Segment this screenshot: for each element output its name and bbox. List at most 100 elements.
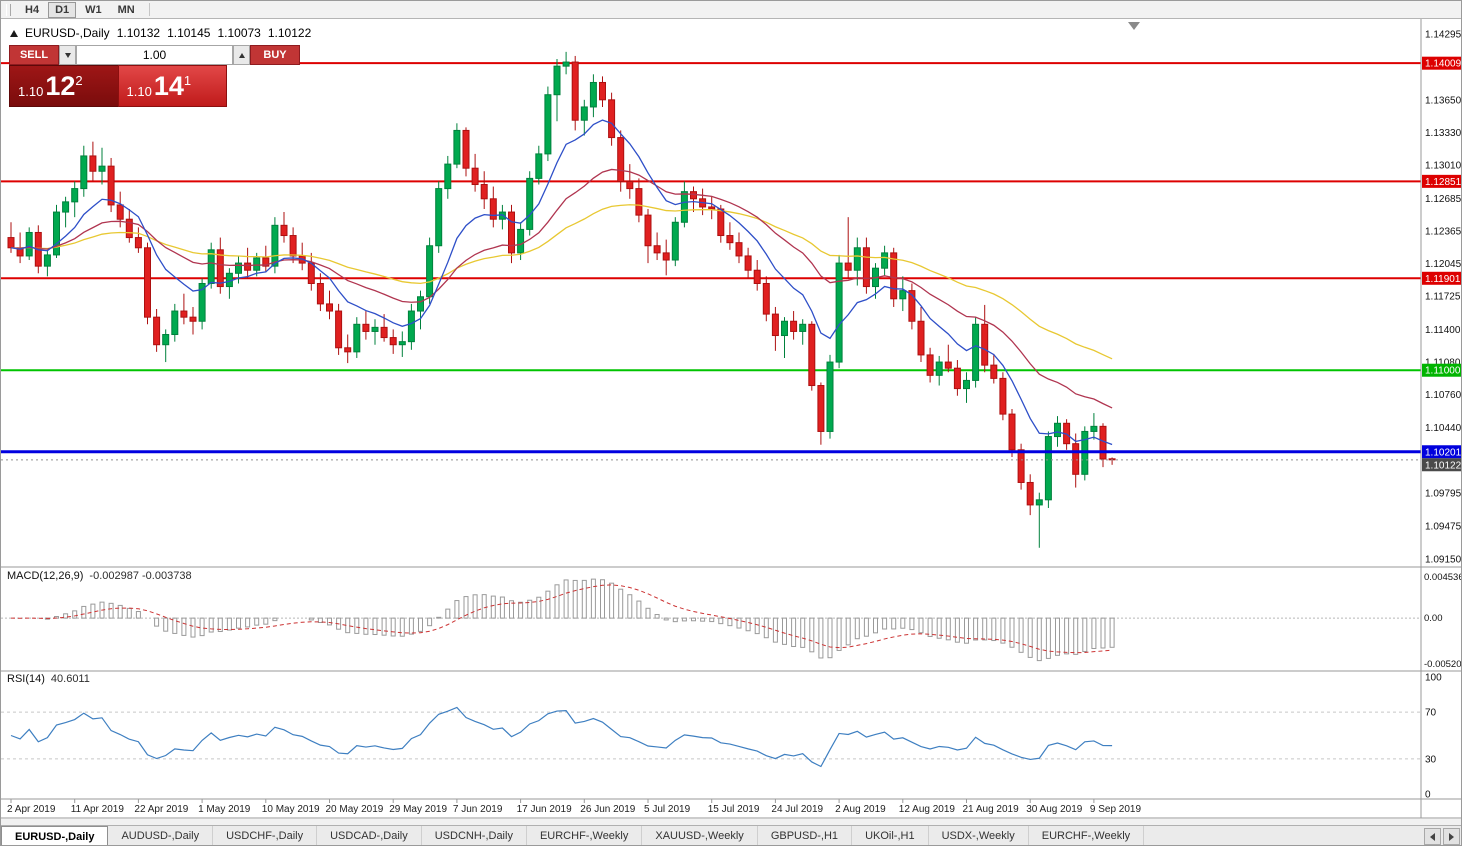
- volume-increase-button[interactable]: [233, 45, 250, 65]
- svg-text:15 Jul 2019: 15 Jul 2019: [708, 804, 760, 815]
- chart-tab-ukoil-h1[interactable]: UKOil-,H1: [852, 826, 929, 845]
- svg-text:1.12365: 1.12365: [1425, 226, 1462, 237]
- arrow-up-icon: [238, 52, 245, 58]
- ohlc-low: 1.10073: [217, 26, 261, 40]
- arrow-down-icon: [64, 52, 71, 58]
- buy-button[interactable]: BUY: [250, 45, 300, 65]
- svg-text:100: 100: [1425, 673, 1442, 684]
- ask-fraction: 1: [183, 72, 192, 88]
- tabs-scroll-right-button[interactable]: [1443, 828, 1460, 845]
- chart-shift-marker: [1128, 22, 1140, 30]
- chart-tab-usdx-weekly[interactable]: USDX-,Weekly: [929, 826, 1029, 845]
- price-chart-canvas[interactable]: 1.14295 1.13650 1.13330 1.13010 1.12685 1.123…: [1, 19, 1462, 819]
- candles: [7, 51, 1116, 548]
- svg-text:10 May 2019: 10 May 2019: [262, 804, 320, 815]
- bid-whole: 1.10: [18, 83, 44, 99]
- sell-button[interactable]: SELL: [9, 45, 59, 65]
- bid-fraction: 2: [75, 72, 83, 88]
- macd-histogram: [44, 578, 1115, 662]
- svg-text:30 Aug 2019: 30 Aug 2019: [1026, 804, 1083, 815]
- volume-input[interactable]: [76, 45, 233, 65]
- price-level-badge: [1422, 363, 1461, 377]
- chart-tab-eurusd-daily[interactable]: EURUSD-,Daily: [1, 826, 109, 845]
- svg-text:1.11000: 1.11000: [1425, 366, 1461, 377]
- svg-text:1.11901: 1.11901: [1425, 274, 1461, 285]
- svg-text:0.00: 0.00: [1424, 613, 1443, 624]
- svg-text:7 Jun 2019: 7 Jun 2019: [453, 804, 503, 815]
- svg-text:29 May 2019: 29 May 2019: [389, 804, 447, 815]
- svg-text:1.12851: 1.12851: [1425, 177, 1462, 188]
- chart-tab-eurchf-weekly[interactable]: EURCHF-,Weekly: [527, 826, 643, 845]
- toolbar-grip[interactable]: [6, 3, 11, 16]
- svg-text:1.10122: 1.10122: [1425, 460, 1462, 471]
- ask-pips: 14: [153, 70, 184, 101]
- svg-text:1.13010: 1.13010: [1425, 161, 1462, 172]
- svg-text:11 Apr 2019: 11 Apr 2019: [71, 804, 125, 815]
- svg-text:30: 30: [1425, 754, 1437, 765]
- timeframe-d1-button[interactable]: D1: [48, 1, 77, 18]
- price-level-badge: [1422, 458, 1461, 472]
- volume-decrease-button[interactable]: [59, 45, 76, 65]
- svg-text:0: 0: [1425, 790, 1431, 801]
- chart-ohlc-readout: EURUSD-,Daily 1.10132 1.10145 1.10073 1.…: [10, 26, 311, 40]
- price-level-badge: [1422, 56, 1461, 70]
- svg-text:1.11725: 1.11725: [1425, 292, 1461, 303]
- chart-tab-eurchf-weekly[interactable]: EURCHF-,Weekly: [1029, 826, 1145, 845]
- svg-text:1.09150: 1.09150: [1425, 555, 1462, 566]
- svg-text:70: 70: [1425, 708, 1437, 719]
- svg-text:1.10440: 1.10440: [1425, 423, 1462, 434]
- svg-text:21 Aug 2019: 21 Aug 2019: [963, 804, 1020, 815]
- svg-text:1.11400: 1.11400: [1425, 325, 1461, 336]
- chart-tab-xauusd-weekly[interactable]: XAUUSD-,Weekly: [642, 826, 758, 845]
- svg-text:1 May 2019: 1 May 2019: [198, 804, 251, 815]
- chart-tab-gbpusd-h1[interactable]: GBPUSD-,H1: [758, 826, 853, 845]
- timeframe-toolbar: H4 D1 W1 MN: [1, 1, 1461, 19]
- one-click-collapse-icon[interactable]: [10, 29, 18, 37]
- toolbar-separator: [148, 3, 150, 16]
- ohlc-open: 1.10132: [116, 26, 161, 40]
- svg-text:1.12685: 1.12685: [1425, 194, 1462, 205]
- svg-text:9 Sep 2019: 9 Sep 2019: [1090, 804, 1142, 815]
- arrow-left-icon: [1430, 832, 1435, 841]
- svg-text:12 Aug 2019: 12 Aug 2019: [899, 804, 956, 815]
- arrow-right-icon: [1449, 832, 1454, 841]
- svg-text:17 Jun 2019: 17 Jun 2019: [517, 804, 572, 815]
- timeframe-mn-button[interactable]: MN: [111, 2, 142, 18]
- svg-text:26 Jun 2019: 26 Jun 2019: [580, 804, 635, 815]
- svg-text:1.13650: 1.13650: [1425, 95, 1462, 106]
- tabs-scroll-left-button[interactable]: [1424, 828, 1441, 845]
- price-level-badge: [1422, 445, 1461, 459]
- timeframe-h4-button[interactable]: H4: [18, 2, 46, 18]
- price-level-badge: [1422, 271, 1461, 285]
- chart-tab-usdcnh-daily[interactable]: USDCNH-,Daily: [422, 826, 527, 845]
- ask-whole: 1.10: [126, 83, 152, 99]
- ohlc-close: 1.10122: [267, 26, 312, 40]
- moving-average-25: [10, 168, 1113, 409]
- svg-text:1.09795: 1.09795: [1425, 489, 1462, 500]
- macd-label: MACD(12,26,9) -0.002987 -0.003738: [7, 570, 192, 582]
- svg-text:2 Aug 2019: 2 Aug 2019: [835, 804, 886, 815]
- svg-text:1.11080: 1.11080: [1425, 358, 1461, 369]
- svg-text:1.14009: 1.14009: [1425, 59, 1462, 70]
- sell-price-button[interactable]: 1.10 12 2: [9, 65, 118, 107]
- window-gutter: [1, 819, 1461, 825]
- svg-text:0.004536: 0.004536: [1424, 572, 1462, 583]
- macd-signal-line: [10, 584, 1113, 654]
- chart-symbol-label: EURUSD-,Daily: [25, 26, 110, 40]
- ohlc-high: 1.10145: [167, 26, 211, 40]
- buy-price-button[interactable]: 1.10 14 1: [117, 65, 227, 107]
- moving-average-50: [10, 204, 1113, 360]
- svg-text:1.10201: 1.10201: [1425, 447, 1462, 458]
- chart-tab-usdchf-daily[interactable]: USDCHF-,Daily: [213, 826, 318, 845]
- timeframe-w1-button[interactable]: W1: [78, 2, 109, 18]
- svg-text:22 Apr 2019: 22 Apr 2019: [134, 804, 188, 815]
- svg-text:1.09475: 1.09475: [1425, 521, 1462, 532]
- chart-tab-usdcad-daily[interactable]: USDCAD-,Daily: [317, 826, 422, 845]
- chart-tab-audusd-daily[interactable]: AUDUSD-,Daily: [108, 826, 214, 845]
- svg-text:1.14295: 1.14295: [1425, 30, 1462, 41]
- rsi-label: RSI(14) 40.6011: [7, 673, 90, 685]
- svg-text:24 Jul 2019: 24 Jul 2019: [771, 804, 823, 815]
- svg-text:1.13330: 1.13330: [1425, 128, 1462, 139]
- moving-average-10: [10, 119, 1113, 446]
